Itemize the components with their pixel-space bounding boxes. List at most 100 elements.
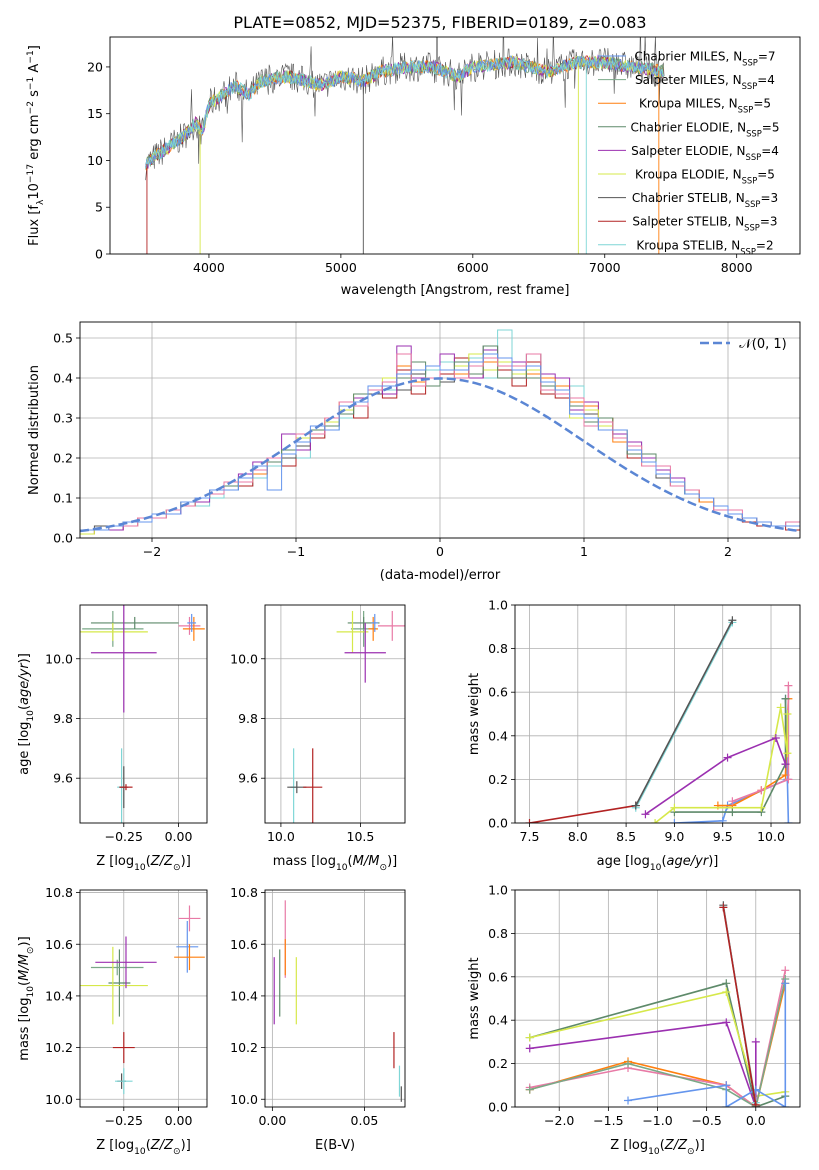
y-tick-label: 10.6	[45, 937, 73, 952]
weight-marker	[525, 1085, 534, 1094]
x-axis-label: Z [log10(Z/Z⊙)]	[610, 1138, 705, 1157]
x-tick-label: 0.00	[258, 1113, 286, 1128]
y-tick-label: 10.8	[230, 885, 258, 900]
x-tick-label: 0.00	[165, 829, 193, 844]
weight-marker	[783, 710, 792, 718]
y-tick-label: 0.6	[488, 685, 508, 700]
y-tick-label: 0.4	[53, 371, 73, 386]
x-tick-label: 0.0	[746, 1113, 766, 1128]
axes-frame	[264, 604, 406, 824]
weight-marker	[624, 1096, 633, 1105]
weight-marker	[631, 801, 640, 810]
legend-entry: Salpeter ELODIE, NSSP=4	[631, 144, 779, 162]
panel-mass_vs_EBV: 0.00 0.05 10.0 10.2 10.4 10.6 10.8 E(B-V)	[230, 885, 406, 1153]
y-axis-label: mass weight	[467, 957, 482, 1039]
legend-entry: Kroupa ELODIE, NSSP=5	[635, 168, 775, 186]
y-tick-label: 9.8	[53, 711, 73, 726]
x-tick-label: 0.00	[165, 1113, 193, 1128]
y-axis-label: age [log10(age/yr)]	[17, 653, 36, 775]
axes-frame	[79, 889, 208, 1108]
x-tick-label: −0.25	[105, 829, 143, 844]
x-tick-label: −0.25	[105, 1113, 143, 1128]
weight-marker	[718, 816, 727, 823]
x-tick-label: 9.5	[713, 829, 733, 844]
spectrum-line-kroupa_stelib	[145, 55, 664, 170]
x-tick-label: 0	[436, 544, 444, 559]
y-tick-label: 0.2	[488, 772, 508, 787]
y-tick-label: 10.0	[230, 651, 258, 666]
weight-marker	[722, 987, 731, 996]
weight-line-kroupa_stelib	[635, 622, 734, 809]
x-tick-label: −1.0	[642, 1113, 672, 1128]
legend-entry: Kroupa MILES, NSSP=5	[639, 97, 771, 115]
legend-entry: Chabrier MILES, NSSP=7	[634, 50, 775, 68]
x-axis-label: Z [log10(Z/Z⊙)]	[96, 854, 191, 873]
x-tick-label: −0.5	[691, 1113, 721, 1128]
weight-marker	[722, 1103, 731, 1107]
panel-massweight_vs_Z: −2.0 −1.5 −1.0 −0.5 0.0 0.0 0.2 0.4 0.6 0.8 1.0 Z […	[467, 883, 801, 1157]
x-tick-label: 1	[580, 544, 588, 559]
plot-area	[80, 605, 205, 823]
x-tick-label: 7000	[589, 260, 621, 275]
x-tick-label: 4000	[193, 260, 225, 275]
x-tick-label: 5000	[325, 260, 357, 275]
weight-line-chabrier_stelib	[635, 619, 734, 806]
y-tick-label: 10.2	[230, 1040, 258, 1055]
y-tick-label: 9.6	[53, 771, 73, 786]
legend-entry: Salpeter MILES, NSSP=4	[635, 73, 775, 91]
weight-marker	[781, 979, 790, 988]
legend-entry: 𝒩(0, 1)	[739, 337, 786, 352]
x-tick-label: −2.0	[544, 1113, 574, 1128]
weight-marker	[757, 803, 766, 812]
histogram-series	[80, 353, 800, 531]
plot-area	[145, 37, 665, 254]
y-tick-label: 0.0	[53, 531, 73, 546]
y-tick-label: 20	[87, 59, 103, 74]
y-tick-label: 10.0	[45, 651, 73, 666]
x-tick-label: 10.5	[347, 829, 375, 844]
x-tick-label: 10.0	[757, 829, 785, 844]
x-axis-label: wavelength [Angstrom, rest frame]	[341, 283, 570, 298]
panel-mass_vs_Z: −0.25 0.00 10.0 10.2 10.4 10.6 10.8 Z [log10(Z/…	[17, 885, 208, 1157]
plot-area	[273, 900, 402, 1102]
y-tick-label: 0.4	[488, 728, 508, 743]
weight-marker	[781, 760, 790, 769]
weight-marker	[670, 819, 679, 823]
x-tick-label: 6000	[457, 260, 489, 275]
y-tick-label: 0.0	[488, 1100, 508, 1115]
y-tick-label: 0.5	[53, 331, 73, 346]
weight-marker	[728, 616, 737, 625]
y-tick-label: 0	[95, 247, 103, 262]
plot-area	[80, 905, 205, 1095]
spectrum-line-salpeter_elodie	[145, 54, 664, 169]
x-axis-label: age [log10(age/yr)]	[597, 854, 719, 873]
weight-marker	[722, 1081, 731, 1090]
y-tick-label: 0.3	[53, 411, 73, 426]
y-tick-label: 1.0	[488, 883, 508, 898]
panel-massweight_vs_age: 7.5 8.0 8.5 9.0 9.5 10.0 0.0 0.2 0.4 0.6 0.8 1.0 age…	[467, 598, 801, 873]
y-tick-label: 0.4	[488, 1013, 508, 1028]
x-tick-label: 0.05	[351, 1113, 379, 1128]
weight-line-salpeter_stelib	[722, 907, 757, 1105]
panel-age_vs_Z: −0.25 0.00 9.6 9.8 10.0 Z [log10(Z/Z⊙)] age [l…	[17, 604, 208, 873]
weight-line-kroupa_elodie	[529, 991, 786, 1098]
y-tick-label: 10.8	[45, 885, 73, 900]
x-axis-label: E(B-V)	[315, 1138, 355, 1153]
y-tick-label: 10.0	[230, 1092, 258, 1107]
weight-marker	[641, 810, 650, 819]
spectrum-line-chabrier_miles	[145, 55, 664, 168]
x-tick-label: 9.0	[664, 829, 684, 844]
weight-marker	[670, 803, 679, 812]
legend-entry: Chabrier ELODIE, NSSP=5	[630, 120, 779, 138]
x-tick-label: 8000	[721, 260, 753, 275]
weight-marker	[776, 703, 785, 712]
x-tick-label: 8.5	[616, 829, 636, 844]
y-tick-label: 10	[87, 153, 103, 168]
y-tick-label: 0.2	[53, 451, 73, 466]
panel-residuals: −2 −1 0 1 2 0.0 0.1 0.2 0.3 0.4 0.5 𝒩(0, 1) (data-mo…	[27, 321, 801, 583]
x-tick-label: 2	[724, 544, 732, 559]
y-tick-label: 0.6	[488, 969, 508, 984]
weight-marker	[728, 797, 737, 806]
y-tick-label: 5	[95, 200, 103, 215]
weight-marker	[751, 1037, 760, 1046]
